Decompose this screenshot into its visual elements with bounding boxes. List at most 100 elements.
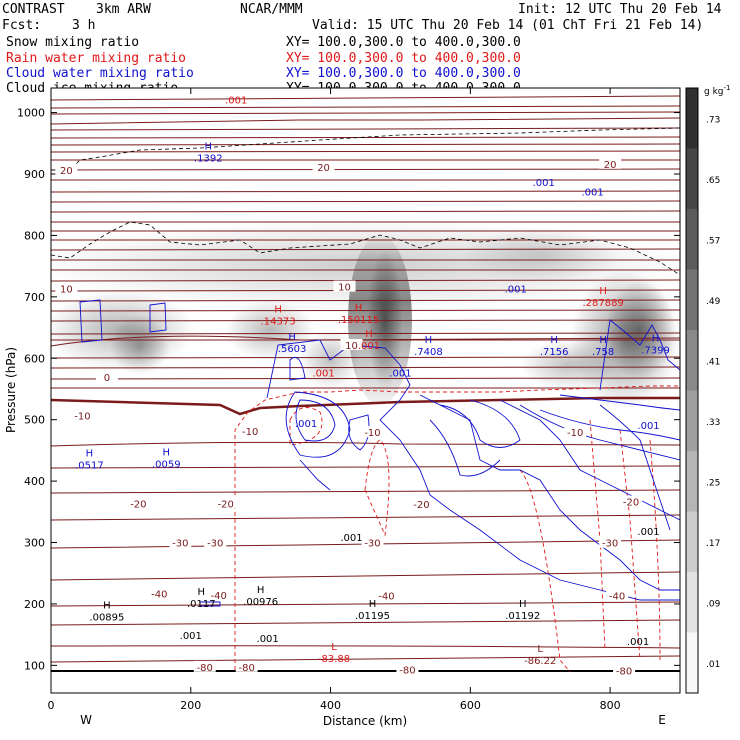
- legend-cloud-water-xy: XY= 100.0,300.0 to 400.0,300.0: [286, 66, 521, 81]
- contour-value-label: .001: [637, 527, 659, 538]
- x-tick-label: 400: [320, 699, 341, 712]
- isotherm-label: -80: [193, 660, 216, 674]
- marker-symbol: H: [519, 599, 527, 610]
- x-tick-label: 800: [600, 699, 621, 712]
- isotherm-label-text: -40: [211, 591, 227, 602]
- marker-value: .0517: [75, 461, 104, 472]
- marker-symbol: H: [257, 585, 265, 596]
- marker-value: .7156: [540, 347, 569, 358]
- isotherm-label-text: -40: [378, 592, 394, 603]
- center-name: NCAR/MMM: [240, 2, 303, 17]
- isotherm-label-bg: [148, 587, 171, 599]
- isotherm-label: -10: [239, 424, 262, 438]
- isotherm-label-bg: [235, 660, 258, 672]
- marker-value: .01195: [355, 611, 390, 622]
- isotherm-label: -20: [410, 498, 433, 511]
- isotherm-label-text: 10: [345, 341, 358, 352]
- isotherm-label-text: -10: [74, 412, 90, 423]
- colorbar-label: .41: [706, 357, 720, 367]
- colorbar-segment: [686, 451, 698, 512]
- isotherm-label: 20: [55, 163, 78, 177]
- marker-symbol: L: [331, 642, 337, 653]
- isotherm-label: -40: [207, 588, 230, 602]
- isotherm-label-bg: [169, 536, 192, 548]
- high-marker: H.0517: [75, 449, 104, 472]
- isotherm-label-bg: [95, 370, 118, 382]
- isotherm-label-bg: [71, 409, 94, 421]
- plot-frame: [50, 87, 681, 694]
- high-marker: H.1392: [194, 141, 223, 164]
- isotherm-label-text: -30: [172, 539, 188, 550]
- contour-value-label: .001: [180, 631, 202, 642]
- isotherm-label-text: -10: [364, 428, 380, 439]
- marker-symbol: H: [86, 449, 94, 460]
- init-time: Init: 12 UTC Thu 20 Feb 14: [518, 2, 722, 17]
- legend-snow-name: Snow mixing ratio: [6, 35, 140, 50]
- legend-rain-name: Rain water mixing ratio: [6, 51, 187, 66]
- cloud-water-contours: [79, 299, 680, 607]
- high-marker: H.01195: [355, 599, 390, 622]
- contour-value-label: .001: [225, 95, 247, 106]
- colorbar-label: .25: [706, 478, 720, 488]
- high-marker: H.00895: [89, 600, 124, 623]
- marker-value: .287889: [582, 298, 623, 309]
- isotherm-label-bg: [361, 426, 384, 438]
- isotherm-label: -80: [613, 664, 636, 678]
- isotherm-label: -40: [148, 587, 171, 601]
- isotherm-label: -40: [375, 589, 398, 603]
- marker-value: .0117: [187, 599, 216, 610]
- isotherm-label-bg: [620, 495, 643, 507]
- isotherm-label-text: 20: [317, 163, 330, 174]
- isotherm-label-text: -80: [399, 665, 415, 676]
- colorbar-label: .49: [706, 297, 721, 307]
- isotherm-label-text: -20: [623, 498, 639, 509]
- isotherm-label-text: -20: [413, 500, 429, 511]
- high-marker: H.758: [592, 335, 614, 358]
- marker-symbol: H: [652, 334, 660, 345]
- marker-symbol: H: [288, 332, 296, 343]
- marker-value: .7399: [641, 346, 670, 357]
- marker-value: .00976: [243, 597, 278, 608]
- marker-symbol: H: [163, 447, 171, 458]
- isotherm-label-text: 10: [60, 284, 73, 295]
- high-marker: H.7408: [414, 335, 443, 358]
- colorbar: .01 .09 .17 .25 .33 .41 .49 .57 .65 .73: [685, 87, 721, 694]
- isotherm-label: -10: [71, 409, 94, 423]
- isotherm-label-bg: [361, 536, 384, 548]
- low-marker: L-86.22: [524, 644, 556, 667]
- contour-value-label: .001: [505, 284, 527, 295]
- isotherm-label-bg: [55, 163, 78, 175]
- y-tick-label: 900: [24, 168, 45, 181]
- marker-value: .5603: [278, 344, 307, 355]
- contour-value-label: .001: [627, 637, 649, 648]
- isotherm-label: -30: [169, 536, 192, 550]
- y-tick-label: 200: [24, 598, 45, 611]
- colorbar-unit-text: g kg: [704, 87, 724, 97]
- isotherm-label-bg: [599, 157, 622, 169]
- contour-value-label: .001: [389, 369, 411, 380]
- isotherm-label-bg: [564, 426, 587, 438]
- x-axis-title: Distance (km): [323, 714, 407, 728]
- isotherm-label-text: -40: [151, 590, 167, 601]
- colorbar-label: .33: [706, 418, 720, 428]
- isotherm-label-bg: [410, 498, 433, 510]
- marker-symbol: H: [274, 304, 282, 315]
- y-tick-label: 100: [24, 659, 45, 672]
- marker-symbol: H: [550, 335, 558, 346]
- isotherm-label-text: -20: [130, 499, 146, 510]
- y-tick-label: 300: [24, 537, 45, 550]
- east-end-label: E: [658, 713, 666, 727]
- isotherm-label-bg: [127, 497, 150, 509]
- cloud-ice-contour: [51, 127, 680, 276]
- isotherm-label: -80: [396, 663, 419, 676]
- high-marker: H.7156: [540, 335, 569, 358]
- isotherm-label: -20: [620, 495, 643, 509]
- x-tick-label: 200: [180, 699, 201, 712]
- contour-value-label: .001: [637, 421, 659, 432]
- legend-rain-xy: XY= 100.0,300.0 to 400.0,300.0: [286, 51, 521, 66]
- isotherm-label: -10: [361, 426, 384, 439]
- high-marker: H.001: [358, 329, 380, 352]
- colorbar-frame: [685, 87, 699, 694]
- colorbar-segment: [686, 632, 698, 693]
- high-marker: H.5603: [278, 332, 307, 355]
